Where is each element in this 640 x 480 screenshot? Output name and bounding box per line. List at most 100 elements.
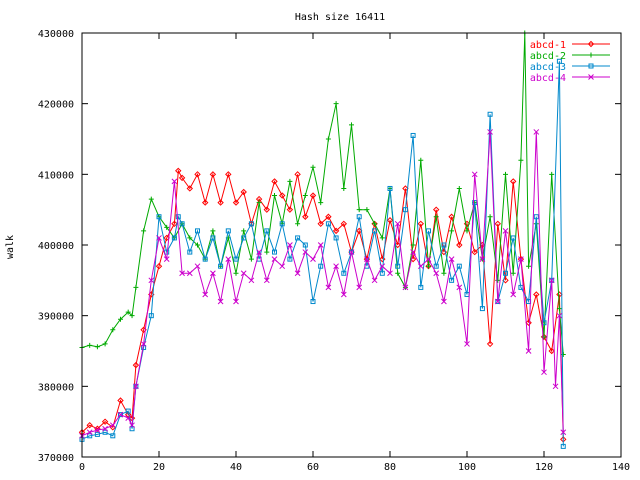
data-point-abcd-1 <box>171 220 178 228</box>
series-line-abcd-4 <box>81 131 564 437</box>
y-tick-label: 420000 <box>38 100 74 111</box>
x-tick-label: 80 <box>384 462 396 473</box>
data-point-abcd-4 <box>148 277 155 284</box>
data-point-abcd-3 <box>556 58 562 64</box>
data-point-abcd-4 <box>541 369 547 376</box>
data-point-abcd-1 <box>340 220 348 228</box>
data-point-abcd-4 <box>210 270 216 277</box>
data-point-abcd-4 <box>340 291 347 298</box>
data-point-abcd-1 <box>486 340 494 348</box>
data-point-abcd-3 <box>456 263 462 269</box>
data-point-abcd-3 <box>418 284 424 290</box>
data-point-abcd-4 <box>379 263 386 270</box>
data-point-abcd-4 <box>194 263 201 270</box>
data-point-abcd-2 <box>118 316 123 322</box>
data-point-abcd-3 <box>248 221 254 227</box>
x-tick-label: 20 <box>153 462 165 473</box>
data-point-abcd-3 <box>110 433 116 439</box>
data-point-abcd-2 <box>341 185 347 191</box>
data-point-abcd-2 <box>372 221 378 227</box>
data-point-abcd-4 <box>248 277 255 284</box>
x-tick-label: 140 <box>612 462 630 473</box>
data-point-abcd-3 <box>560 443 566 449</box>
data-point-abcd-2 <box>325 136 331 142</box>
data-point-abcd-3 <box>433 263 439 269</box>
y-axis-label: walk <box>5 235 16 259</box>
legend-label-abcd-3: abcd-3 <box>530 62 566 73</box>
data-point-abcd-1 <box>271 178 278 185</box>
data-point-abcd-1 <box>548 347 555 355</box>
data-point-abcd-1 <box>325 213 332 220</box>
data-point-abcd-4 <box>163 256 170 262</box>
data-point-abcd-4 <box>410 249 416 255</box>
data-point-abcd-3 <box>171 235 177 241</box>
data-point-abcd-3 <box>202 256 208 262</box>
data-point-abcd-3 <box>379 270 385 276</box>
data-point-abcd-4 <box>333 263 339 270</box>
data-point-abcd-4 <box>94 427 101 434</box>
y-tick-label: 380000 <box>38 382 74 393</box>
data-point-abcd-2 <box>264 249 270 255</box>
data-point-abcd-2 <box>248 256 254 262</box>
data-point-abcd-2 <box>395 270 401 276</box>
x-tick-label: 100 <box>458 462 476 473</box>
data-point-abcd-2 <box>487 214 493 220</box>
data-point-abcd-2 <box>187 235 193 241</box>
data-point-abcd-3 <box>118 412 123 418</box>
data-point-abcd-3 <box>264 228 270 234</box>
data-point-abcd-4 <box>133 383 139 390</box>
data-point-abcd-1 <box>201 199 209 206</box>
data-point-abcd-1 <box>278 192 286 199</box>
data-point-abcd-2 <box>449 228 455 234</box>
legend-label-abcd-2: abcd-2 <box>530 51 566 62</box>
x-tick-label: 0 <box>79 462 85 473</box>
data-point-abcd-4 <box>271 256 278 262</box>
data-point-abcd-2 <box>295 221 301 227</box>
data-point-abcd-3 <box>87 433 93 439</box>
data-point-abcd-2 <box>549 171 555 177</box>
data-point-abcd-2 <box>510 270 516 276</box>
data-point-abcd-2 <box>233 270 239 276</box>
data-point-abcd-1 <box>232 199 240 206</box>
data-point-abcd-3 <box>318 263 324 269</box>
data-point-abcd-4 <box>487 129 493 135</box>
data-point-abcd-1 <box>471 248 478 256</box>
data-point-abcd-4 <box>464 341 470 347</box>
data-point-abcd-3 <box>302 242 308 248</box>
data-point-abcd-2 <box>272 193 277 199</box>
data-point-abcd-3 <box>487 111 493 117</box>
data-point-abcd-3 <box>210 235 216 241</box>
data-point-abcd-3 <box>533 214 539 220</box>
series-line-abcd-2 <box>81 32 564 355</box>
data-point-abcd-1 <box>263 206 271 213</box>
legend-marker-abcd-4 <box>588 74 594 80</box>
data-point-abcd-4 <box>518 256 524 262</box>
data-point-abcd-3 <box>402 207 408 213</box>
data-point-abcd-1 <box>386 217 394 224</box>
data-point-abcd-2 <box>356 207 362 213</box>
data-point-abcd-4 <box>441 298 447 305</box>
data-point-abcd-4 <box>325 284 332 291</box>
data-point-abcd-4 <box>456 284 463 291</box>
data-point-abcd-1 <box>294 171 301 178</box>
data-point-abcd-4 <box>86 429 93 436</box>
data-point-abcd-1 <box>448 213 455 220</box>
data-point-abcd-4 <box>310 256 316 262</box>
data-point-abcd-3 <box>325 221 331 227</box>
data-point-abcd-2 <box>518 157 524 163</box>
data-point-abcd-3 <box>102 429 108 435</box>
data-point-abcd-4 <box>233 298 239 305</box>
data-point-abcd-3 <box>195 228 200 234</box>
data-point-abcd-3 <box>218 263 224 269</box>
data-point-abcd-4 <box>433 270 440 277</box>
data-point-abcd-1 <box>302 213 309 220</box>
data-point-abcd-4 <box>140 341 147 347</box>
data-point-abcd-4 <box>494 298 501 305</box>
series-layer <box>78 30 567 449</box>
data-point-abcd-1 <box>132 361 140 369</box>
data-point-abcd-3 <box>233 256 239 262</box>
data-point-abcd-1 <box>286 206 294 213</box>
data-point-abcd-2 <box>256 200 262 206</box>
x-tick-label: 60 <box>307 462 319 473</box>
